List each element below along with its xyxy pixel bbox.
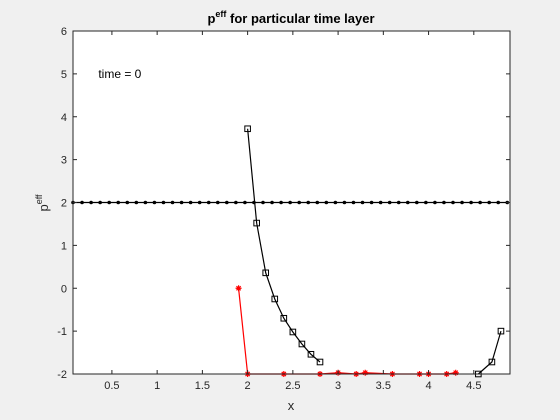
data-point (487, 200, 491, 205)
data-point (116, 200, 121, 205)
data-point (152, 200, 157, 205)
y-tick-label: 0 (61, 283, 67, 295)
data-point (89, 200, 93, 205)
data-point (125, 200, 130, 205)
data-point (315, 200, 320, 205)
chart-title-main: p (207, 11, 215, 26)
y-tick-label: 5 (61, 69, 67, 81)
data-point (307, 350, 315, 358)
data-point (243, 200, 247, 205)
x-tick-label: 0.5 (104, 380, 119, 392)
x-tick-label: 1 (154, 380, 160, 392)
y-tick-label: 2 (61, 198, 67, 210)
data-point (188, 200, 193, 205)
data-point (143, 200, 148, 205)
data-point (362, 369, 369, 376)
data-point (342, 200, 347, 205)
data-point (170, 200, 175, 205)
data-point (316, 358, 324, 366)
data-point (405, 200, 410, 205)
data-point (478, 200, 482, 205)
data-point (433, 200, 437, 205)
y-tick-label: 6 (61, 26, 67, 38)
data-point (244, 125, 251, 133)
data-point (387, 200, 392, 205)
data-point (80, 200, 84, 205)
y-tick-label: -1 (57, 326, 67, 338)
data-point (234, 200, 238, 205)
chart-title-rest: for particular time layer (226, 11, 374, 26)
data-point (271, 295, 279, 303)
data-point (197, 200, 202, 205)
data-point (333, 200, 338, 205)
data-point (360, 200, 365, 205)
data-point (469, 200, 473, 205)
data-point (261, 200, 265, 205)
y-axis-label-main: p (36, 204, 51, 211)
data-point (452, 369, 459, 376)
ticks: 0.5 1 1.5 2 2.5 3 3.5 4 4.5 -2 -1 0 1 2 3 4 5 6 (57, 26, 510, 392)
x-tick-label: 3 (335, 380, 341, 392)
y-tick-label: 4 (61, 112, 67, 124)
data-point (297, 200, 301, 205)
y-axis-label-sup: eff (34, 194, 44, 204)
data-point (179, 200, 184, 205)
data-point (497, 327, 505, 335)
data-point (253, 219, 260, 227)
series-line (477, 330, 502, 375)
series-0 (71, 200, 510, 205)
y-axis-label: peff (34, 194, 51, 212)
data-point (279, 200, 283, 205)
y-tick-label: -2 (57, 369, 67, 381)
x-tick-label: 4 (426, 380, 432, 392)
data-point (280, 314, 288, 322)
x-tick-label: 1.5 (195, 380, 210, 392)
data-point (134, 200, 139, 205)
data-point (215, 200, 220, 205)
chart-title: peff for particular time layer (207, 9, 374, 26)
data-point (369, 200, 374, 205)
y-tick-label: 1 (61, 240, 67, 252)
data-point (289, 328, 297, 336)
data-point (235, 285, 242, 292)
data-point (206, 200, 211, 205)
data-point (378, 200, 383, 205)
data-point (288, 200, 292, 205)
series-line (247, 128, 321, 363)
y-tick-label: 3 (61, 155, 67, 167)
data-point (225, 200, 229, 205)
data-point (298, 340, 306, 348)
data-point (270, 200, 274, 205)
x-tick-label: 2.5 (285, 380, 300, 392)
x-tick-label: 2 (245, 380, 251, 392)
data-point (396, 200, 401, 205)
data-point (324, 200, 329, 205)
data-point (496, 200, 501, 205)
data-point (442, 200, 446, 205)
data-point (306, 200, 311, 205)
series-1 (244, 125, 324, 366)
x-tick-label: 4.5 (466, 380, 481, 392)
data-point (351, 200, 356, 205)
data-point (262, 269, 270, 277)
chart-title-sup: eff (215, 9, 227, 19)
data-point (98, 200, 102, 205)
data-point (161, 200, 166, 205)
data-point (424, 200, 428, 205)
data-point (451, 200, 455, 205)
x-axis-label: x (288, 398, 295, 413)
data-point (415, 200, 419, 205)
data-point (107, 200, 111, 205)
time-annotation: time = 0 (98, 67, 141, 81)
data-point (460, 200, 464, 205)
data-point (488, 358, 496, 366)
x-tick-label: 3.5 (376, 380, 391, 392)
